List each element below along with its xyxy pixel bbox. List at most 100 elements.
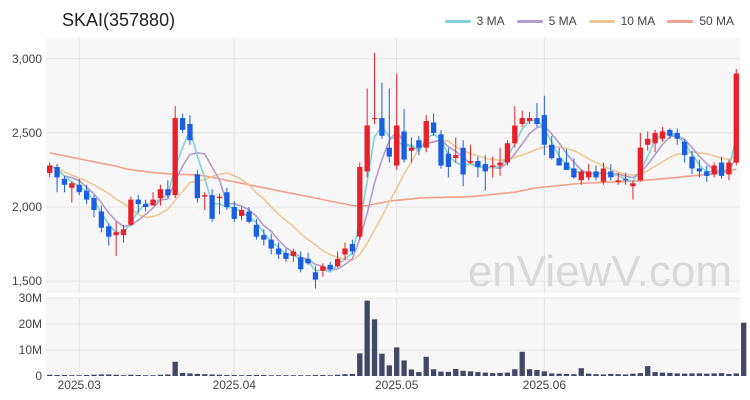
candle-body [445,153,452,167]
x-tick-label: 2025.05 [375,378,419,392]
legend-item: 50 MA [667,14,734,28]
volume-bar [357,353,363,376]
candle-body [224,192,230,208]
watermark: enViewV.com [468,247,732,296]
volume-bar [726,373,732,376]
volume-bar [689,373,695,376]
volume-bar [69,375,75,376]
volume-bar [298,375,304,376]
candle-body [135,199,141,205]
candle-body [349,244,356,252]
volume-bar [54,374,60,376]
candle-body [83,190,90,200]
volume-bar [327,375,333,376]
volume-bar [401,360,407,376]
volume-bar [733,373,739,376]
candle-body [253,224,260,237]
volume-bar [231,374,237,376]
volume-bar [202,374,208,376]
volume-bar [349,373,356,376]
volume-bar [681,373,688,376]
price-tick-label: 1,500 [12,274,42,288]
candle-body [615,180,621,182]
volume-bar [238,375,245,376]
legend-label: 50 MA [699,14,734,28]
candle-body [386,147,392,157]
legend-item: 5 MA [516,14,577,28]
volume-bar [534,370,540,376]
legend-item: 10 MA [588,14,655,28]
volume-tick-label: 20M [19,317,42,331]
candle-body [563,162,570,170]
chart-legend: 3 MA 5 MA 10 MA 50 MA [444,14,734,28]
volume-bar [150,375,156,376]
volume-bar [394,347,400,376]
volume-bar [674,373,680,376]
candle-body [674,132,680,139]
candle-body [526,118,533,122]
volume-bar [475,372,481,376]
volume-bar [467,371,474,376]
candle-body [150,199,156,206]
volume-bar [585,373,592,376]
candle-body [246,211,252,222]
volume-bar [194,373,201,376]
legend-label: 3 MA [476,14,505,28]
volume-bar [334,374,341,376]
candle-body [512,125,518,144]
volume-bar [622,374,629,376]
candle-body [47,165,53,173]
candle-body [379,118,385,136]
volume-bar [312,374,319,376]
candle-body [556,158,562,166]
volume-bar [209,374,215,376]
price-tick-label: 2,000 [12,200,42,214]
volume-tick-label: 0 [35,369,42,383]
candle-body [113,232,119,236]
volume-bar [512,369,518,376]
ma10-line [49,140,737,262]
candle-body [231,207,237,219]
candle-body [622,178,629,181]
volume-bar [711,373,717,376]
candle-body [571,168,577,178]
volume-bar [460,370,466,376]
volume-bar [526,369,533,376]
volume-bar [578,368,584,376]
volume-bar [386,365,392,376]
candle-body [704,171,710,176]
volume-bar [659,372,666,376]
candle-body [519,118,525,124]
candle-body [394,125,400,166]
candle-body [497,162,503,166]
volume-bar [283,375,289,376]
volume-bar [423,356,429,376]
volume-bar [541,371,548,376]
volume-bar [371,319,378,376]
candle-body [637,147,643,181]
candle-body [659,131,666,139]
candle-body [416,140,422,148]
candle-body [334,258,341,267]
candle-body [305,258,311,264]
candle-body [711,165,717,175]
candle-body [726,162,732,175]
candle-body [667,129,673,136]
volume-bar [157,374,164,376]
volume-bar [549,373,555,376]
volume-bar [216,374,223,376]
volume-panel-bg [46,298,740,376]
candle-body [652,132,658,144]
volume-bar [187,373,193,376]
candle-body [423,121,429,148]
candle-body [689,156,695,169]
volume-bar [645,366,651,376]
candle-body [157,189,164,199]
candle-body [120,229,127,236]
volume-bar [224,374,230,376]
candle-body [61,178,68,185]
candle-body [187,123,193,141]
volume-bar [741,322,747,376]
candle-body [290,251,296,256]
